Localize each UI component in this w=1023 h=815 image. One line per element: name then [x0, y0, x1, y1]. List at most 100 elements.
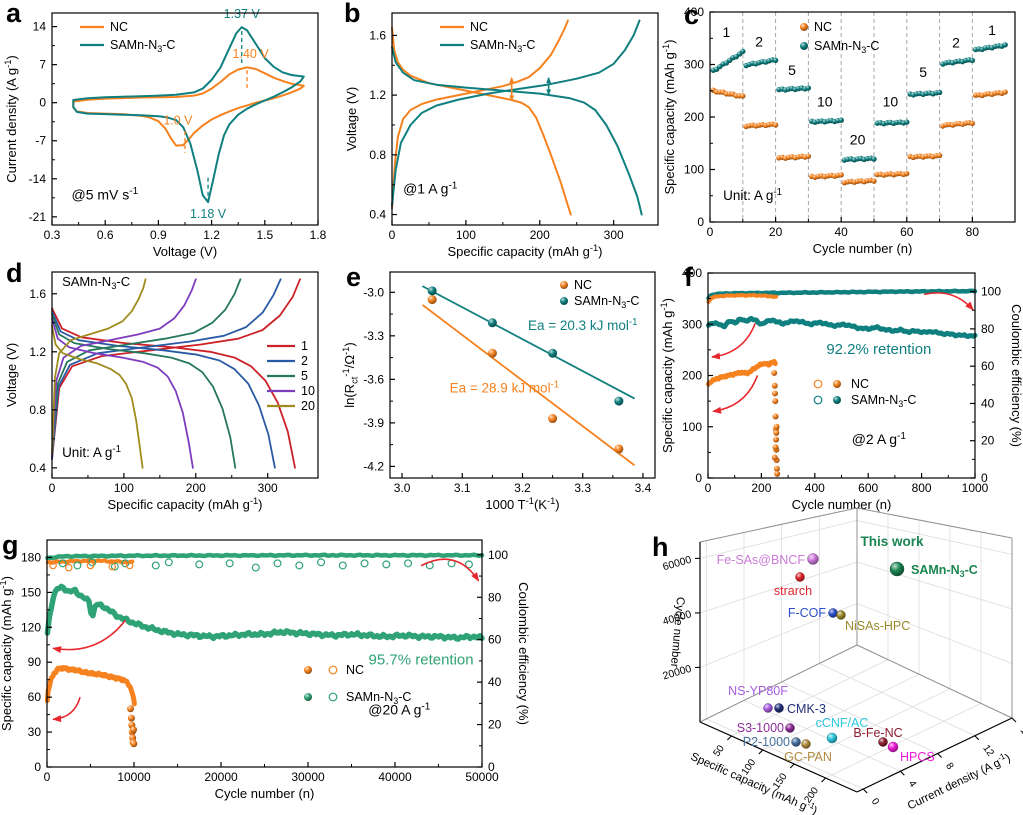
svg-text:Current density (A g-1): Current density (A g-1) — [2, 55, 19, 183]
svg-text:0.6: 0.6 — [97, 228, 114, 242]
svg-text:1000 T-1(K-1): 1000 T-1(K-1) — [485, 495, 559, 512]
svg-text:1.0 V: 1.0 V — [163, 113, 193, 127]
svg-text:2: 2 — [755, 34, 763, 50]
svg-text:@20 A g-1: @20 A g-1 — [368, 701, 431, 717]
panel-f-chart: 92.2% retention@2 A g-10 200 400 600 800 1000… — [658, 266, 1023, 512]
svg-text:1: 1 — [988, 22, 996, 38]
svg-text:80: 80 — [488, 590, 502, 604]
svg-text:100: 100 — [114, 481, 134, 495]
svg-text:-21: -21 — [29, 210, 47, 224]
svg-text:20: 20 — [301, 399, 315, 413]
svg-text:1.6: 1.6 — [369, 28, 386, 42]
svg-text:5: 5 — [919, 64, 927, 80]
svg-text:1: 1 — [301, 339, 308, 353]
svg-text:2: 2 — [952, 35, 960, 51]
svg-text:Ea = 28.9 kJ mol-1: Ea = 28.9 kJ mol-1 — [450, 379, 560, 395]
svg-text:HPCS: HPCS — [900, 750, 935, 764]
svg-text:-3.9: -3.9 — [363, 416, 384, 430]
svg-text:Voltage (V): Voltage (V) — [344, 87, 359, 151]
panel-c-label: c — [684, 0, 700, 30]
svg-text:1: 1 — [722, 24, 730, 40]
svg-text:100: 100 — [684, 163, 704, 177]
svg-text:400: 400 — [684, 5, 704, 19]
svg-text:SAMn-N3-C: SAMn-N3-C — [574, 294, 639, 310]
svg-text:Specific capacity (mAh g-1): Specific capacity (mAh g-1) — [658, 298, 675, 453]
svg-text:2: 2 — [301, 354, 308, 368]
svg-text:14: 14 — [33, 20, 47, 34]
svg-text:50: 50 — [711, 743, 727, 759]
svg-text:ln(Rct-1/Ω-1): ln(Rct-1/Ω-1) — [340, 342, 359, 408]
svg-text:Specific capacity (mAh g-1): Specific capacity (mAh g-1) — [107, 495, 262, 512]
svg-text:300: 300 — [684, 58, 704, 72]
svg-text:SAMn-N3-C: SAMn-N3-C — [346, 690, 411, 706]
panel-h-label: h — [652, 532, 669, 562]
svg-text:40: 40 — [981, 396, 995, 410]
svg-text:60: 60 — [28, 690, 42, 704]
svg-text:1000: 1000 — [962, 481, 989, 495]
svg-text:NC: NC — [346, 663, 364, 677]
svg-text:0: 0 — [44, 770, 51, 784]
svg-text:5: 5 — [301, 369, 308, 383]
svg-text:200: 200 — [530, 228, 550, 242]
svg-text:0: 0 — [39, 96, 46, 110]
svg-text:SAMn-N3-C: SAMn-N3-C — [110, 38, 175, 54]
svg-text:200: 200 — [682, 369, 702, 383]
svg-text:@1 A g-1: @1 A g-1 — [403, 180, 458, 196]
svg-text:0.4: 0.4 — [29, 461, 46, 475]
svg-text:NC: NC — [574, 278, 592, 292]
svg-text:SAMn-N3-C: SAMn-N3-C — [814, 39, 879, 55]
svg-text:180: 180 — [21, 550, 41, 564]
svg-text:NC: NC — [110, 20, 128, 34]
svg-text:3.0: 3.0 — [394, 481, 411, 495]
panel-g-label: g — [2, 530, 19, 560]
svg-text:B-Fe-NC: B-Fe-NC — [853, 726, 902, 740]
svg-text:cCNF/AC: cCNF/AC — [816, 716, 869, 730]
svg-text:10: 10 — [883, 94, 899, 110]
svg-text:Specific capacity (mAh g-1): Specific capacity (mAh g-1) — [0, 576, 14, 731]
svg-text:800: 800 — [912, 481, 932, 495]
svg-text:10: 10 — [817, 94, 833, 110]
panel-b-chart: @1 A g-1 0 100 200 300 0.4 0.8 1.2 1.6 Specific c… — [344, 12, 659, 259]
svg-text:8: 8 — [943, 761, 955, 772]
svg-text:0.8: 0.8 — [369, 148, 386, 162]
svg-text:-7: -7 — [35, 134, 46, 148]
svg-text:80: 80 — [981, 322, 995, 336]
svg-text:3.2: 3.2 — [514, 481, 531, 495]
svg-text:@2 A g-1: @2 A g-1 — [852, 431, 907, 447]
svg-text:100: 100 — [456, 228, 476, 242]
svg-text:0.4: 0.4 — [369, 208, 386, 222]
svg-text:Coulombic efficiency (%): Coulombic efficiency (%) — [516, 582, 531, 725]
svg-text:0: 0 — [695, 471, 702, 485]
svg-text:P2-1000: P2-1000 — [743, 735, 790, 749]
panel-a-chart: 1.37 V 1.40 V 1.0 V 1.18 V @5 mV s-1 0.3 0.6 0.… — [2, 7, 327, 259]
svg-text:1.6: 1.6 — [29, 287, 46, 301]
svg-text:1.2: 1.2 — [29, 345, 46, 359]
svg-text:100: 100 — [682, 420, 702, 434]
svg-text:20: 20 — [850, 131, 866, 147]
svg-text:0: 0 — [488, 760, 495, 774]
svg-text:strarch: strarch — [774, 584, 812, 598]
svg-text:200: 200 — [684, 110, 704, 124]
svg-text:10000: 10000 — [117, 770, 151, 784]
svg-text:1.37 V: 1.37 V — [224, 7, 261, 21]
svg-text:NC: NC — [851, 377, 869, 391]
svg-text:Cycle number (n): Cycle number (n) — [215, 786, 315, 801]
svg-text:-3.0: -3.0 — [363, 285, 384, 299]
panel-a-label: a — [6, 0, 22, 28]
svg-text:3.1: 3.1 — [454, 481, 471, 495]
svg-text:3.4: 3.4 — [635, 481, 652, 495]
svg-text:SAMn-N3-C: SAMn-N3-C — [911, 563, 978, 579]
svg-text:1.2: 1.2 — [369, 88, 386, 102]
svg-text:20: 20 — [769, 225, 783, 239]
svg-text:0.9: 0.9 — [150, 228, 167, 242]
svg-text:600: 600 — [858, 481, 878, 495]
svg-text:200: 200 — [186, 481, 206, 495]
svg-text:60: 60 — [488, 633, 502, 647]
panel-g-chart: 95.7% retention@20 A g-10 10000 20000 30000… — [0, 539, 531, 801]
svg-text:20000: 20000 — [204, 770, 238, 784]
svg-text:0: 0 — [869, 796, 881, 807]
svg-text:95.7% retention: 95.7% retention — [369, 652, 474, 669]
svg-text:Specific capacity (mAh g-1): Specific capacity (mAh g-1) — [660, 39, 677, 194]
